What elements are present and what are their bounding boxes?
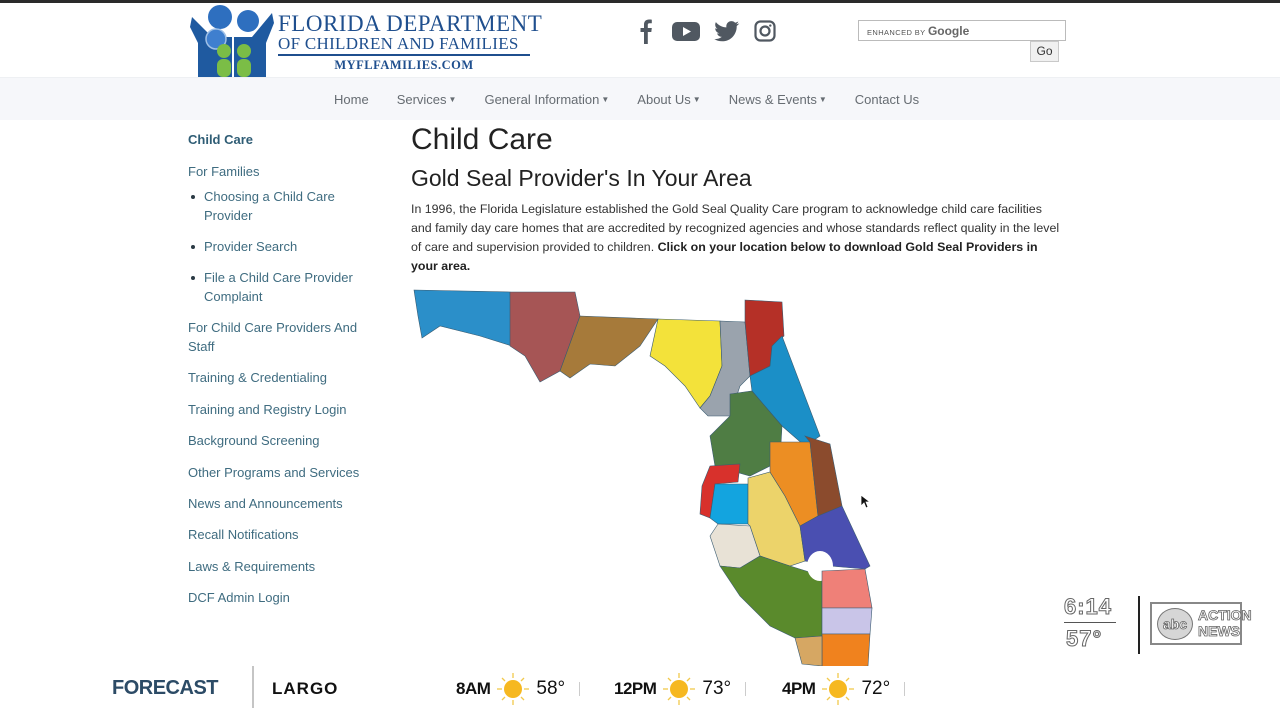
map-region-big-bend [559, 315, 659, 379]
broadcast-temperature: 57° [1065, 626, 1103, 652]
forecast-label: FORECAST [112, 677, 219, 699]
search-placeholder: ENHANCED BY Google [867, 24, 970, 38]
family-logo-icon [190, 5, 274, 77]
nav-about-us[interactable]: About Us ▼ [637, 92, 701, 107]
sidebar-item-providers-staff[interactable]: For Child Care Providers And Staff [188, 320, 358, 354]
sidebar-title[interactable]: Child Care [188, 132, 254, 147]
bug-divider [1064, 622, 1116, 623]
forecast-location: LARGO [272, 679, 339, 698]
forecast-ticker: FORECAST LARGO 8AM 58° 12PM 73° 4PM 72° [0, 666, 1280, 720]
top-border [0, 0, 1280, 3]
map-region-broward [821, 607, 873, 635]
section-title: Gold Seal Provider's In Your Area [411, 165, 752, 191]
google-search-input[interactable]: ENHANCED BY Google [858, 20, 1066, 41]
sidebar-item-recall[interactable]: Recall Notifications [188, 527, 299, 543]
station-bug: 6:14 57° abc ACTION NEWS [1062, 592, 1252, 658]
logo-line-3: MyFLFamilies.com [334, 58, 474, 72]
sidebar-item-admin-login[interactable]: DCF Admin Login [188, 590, 290, 606]
logo-text: FLORIDA DEPARTMENT OF CHILDREN AND FAMIL… [278, 11, 543, 73]
intro-paragraph: In 1996, the Florida Legislature establi… [411, 202, 1060, 273]
sidebar-item-file-complaint[interactable]: File a Child Care Provider Complaint [188, 268, 368, 306]
sun-icon [822, 673, 855, 705]
caret-down-icon: ▼ [692, 95, 701, 104]
slot-separator [579, 682, 581, 696]
forecast-temp: 58° [536, 678, 566, 699]
sidebar-item-other-programs[interactable]: Other Programs and Services [188, 464, 360, 480]
forecast-slot-12pm: 12PM 73° [614, 673, 747, 705]
slot-separator [904, 682, 906, 696]
logo-line-1: FLORIDA DEPARTMENT [278, 11, 543, 36]
sidebar-item-choosing-provider[interactable]: Choosing a Child Care Provider [188, 187, 368, 225]
main-nav: Home Services ▼ General Information ▼ Abou… [0, 77, 1280, 120]
forecast-temp: 72° [861, 678, 891, 699]
caret-down-icon: ▼ [601, 95, 610, 104]
sidebar-item-training-credentialing[interactable]: Training & Credentialing [188, 370, 327, 386]
map-region-hillsborough [709, 483, 749, 525]
action-news-text: ACTION NEWS [1198, 607, 1252, 640]
sidebar: Child Care For Families Choosing a Child… [188, 131, 368, 620]
sidebar-item-news[interactable]: News and Announcements [188, 495, 343, 511]
map-region-northwest [413, 289, 513, 347]
florida-region-map[interactable] [410, 286, 880, 720]
nav-general-information[interactable]: General Information ▼ [484, 92, 610, 107]
forecast-divider [252, 666, 254, 708]
map-region-miami-dade [821, 633, 871, 669]
families-sublist: Choosing a Child Care Provider Provider … [188, 187, 368, 306]
bug-separator [1138, 596, 1140, 654]
main-content: Child Care Gold Seal Provider's In Your … [411, 122, 1061, 276]
page-title: Child Care [411, 123, 553, 156]
twitter-icon[interactable] [714, 18, 740, 44]
caret-down-icon: ▼ [448, 95, 457, 104]
sidebar-item-for-families[interactable]: For Families [188, 164, 260, 179]
abc-logo-icon: abc [1157, 608, 1193, 640]
nav-services[interactable]: Services ▼ [396, 92, 457, 107]
sidebar-item-registry-login[interactable]: Training and Registry Login [188, 401, 347, 417]
map-region-palm-beach [821, 568, 873, 609]
forecast-slot-4pm: 4PM 72° [782, 673, 906, 705]
facebook-icon[interactable] [636, 18, 658, 44]
nav-contact-us[interactable]: Contact Us [854, 92, 920, 107]
forecast-time: 4PM [782, 679, 816, 698]
forecast-temp: 73° [702, 678, 732, 699]
broadcast-time: 6:14 [1063, 594, 1113, 620]
abc-action-news-logo: abc ACTION NEWS [1150, 602, 1252, 645]
sidebar-item-background-screening[interactable]: Background Screening [188, 433, 320, 449]
map-region-southwest [719, 555, 823, 639]
youtube-icon[interactable] [672, 18, 700, 44]
instagram-icon[interactable] [754, 18, 776, 44]
social-links [636, 18, 776, 44]
search-go-button[interactable]: Go [1030, 41, 1059, 62]
nav-home[interactable]: Home [334, 92, 369, 107]
forecast-time: 12PM [614, 679, 657, 698]
dcf-logo[interactable]: FLORIDA DEPARTMENT OF CHILDREN AND FAMIL… [190, 3, 543, 77]
sidebar-item-provider-search[interactable]: Provider Search [188, 237, 368, 256]
slot-separator [745, 682, 747, 696]
map-region-big-bend-west [509, 291, 581, 383]
caret-down-icon: ▼ [818, 95, 827, 104]
sun-icon [497, 673, 530, 705]
nav-news-events[interactable]: News & Events ▼ [728, 92, 827, 107]
forecast-slot-8am: 8AM 58° [456, 673, 581, 705]
sidebar-item-laws[interactable]: Laws & Requirements [188, 558, 316, 574]
map-region-monroe [794, 635, 823, 667]
forecast-time: 8AM [456, 679, 491, 698]
mouse-cursor-icon [860, 494, 870, 509]
logo-line-2: OF CHILDREN AND FAMILIES [278, 35, 530, 56]
sun-icon [663, 673, 696, 705]
map-region-central-west [709, 390, 783, 477]
